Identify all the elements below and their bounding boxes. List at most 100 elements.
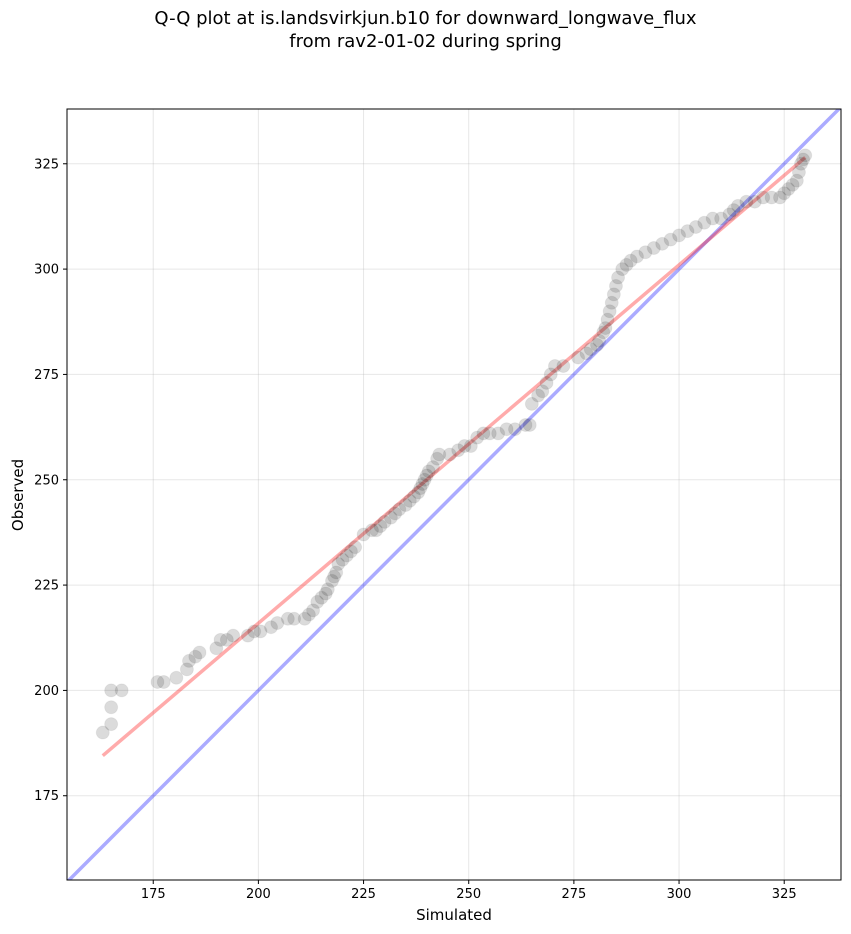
y-tick-label: 325 <box>34 157 59 172</box>
data-point <box>590 337 605 352</box>
data-point <box>476 426 491 441</box>
x-tick-label: 300 <box>667 887 692 902</box>
reference-lines <box>67 109 841 880</box>
data-point <box>482 426 497 441</box>
data-point <box>356 527 371 542</box>
data-point <box>714 211 729 226</box>
data-point <box>739 194 754 209</box>
data-point <box>522 417 537 432</box>
data-point <box>280 611 295 626</box>
data-point <box>388 506 403 521</box>
data-point <box>369 523 384 538</box>
one-to-one-line <box>67 109 841 880</box>
data-point <box>615 262 630 277</box>
data-point <box>518 417 533 432</box>
data-point <box>680 224 695 239</box>
data-point <box>547 359 562 373</box>
data-point <box>663 232 678 247</box>
data-point <box>579 346 594 361</box>
data-point <box>606 287 621 302</box>
data-point <box>253 624 268 639</box>
data-point <box>181 653 196 668</box>
data-point <box>789 173 804 188</box>
y-tick-label: 275 <box>34 368 59 383</box>
data-point <box>335 552 350 567</box>
x-tick-label: 325 <box>772 887 797 902</box>
data-point <box>442 447 457 462</box>
data-point <box>672 228 687 243</box>
data-point <box>301 607 316 622</box>
chart-title-line2: from rav2-01-02 during spring <box>289 31 562 52</box>
data-point <box>247 624 262 639</box>
data-point <box>491 426 506 441</box>
data-point <box>421 464 436 479</box>
y-tick-label: 225 <box>34 579 59 594</box>
grid <box>67 109 841 880</box>
data-point <box>226 628 241 643</box>
data-point <box>413 481 428 496</box>
data-point <box>343 544 358 559</box>
data-point <box>383 510 398 525</box>
data-point <box>539 375 554 390</box>
data-point <box>457 439 472 454</box>
data-point <box>419 468 434 483</box>
data-point <box>306 603 321 618</box>
data-point <box>600 312 615 327</box>
data-point <box>571 350 586 365</box>
data-point <box>373 519 388 534</box>
data-points <box>95 148 813 740</box>
plot-frame <box>66 108 842 881</box>
fit-line <box>101 156 807 758</box>
data-point <box>747 194 762 209</box>
data-point <box>179 662 194 677</box>
y-tick-label: 250 <box>34 473 59 488</box>
data-point <box>411 485 426 500</box>
data-point <box>535 384 550 399</box>
data-point <box>583 342 598 357</box>
data-point <box>638 245 653 260</box>
data-point <box>104 683 119 698</box>
data-point <box>348 540 363 555</box>
data-point <box>104 717 119 732</box>
data-point <box>150 674 165 689</box>
y-tick-label: 300 <box>34 263 59 278</box>
data-point <box>114 683 129 698</box>
data-point <box>339 548 354 563</box>
data-point <box>730 198 745 213</box>
data-point <box>507 422 522 437</box>
data-point <box>320 582 335 597</box>
chart-title-line1: Q-Q plot at is.landsvirkjun.b10 for down… <box>154 8 697 29</box>
data-point <box>499 422 514 437</box>
data-point <box>264 620 279 635</box>
data-point <box>432 447 447 462</box>
data-point <box>777 186 792 201</box>
data-point <box>785 177 800 192</box>
data-point <box>722 207 737 222</box>
data-point <box>756 190 771 205</box>
data-point <box>619 257 634 272</box>
x-axis-label: Simulated <box>416 906 492 924</box>
data-point <box>556 359 571 373</box>
y-tick-label: 175 <box>34 789 59 804</box>
data-point <box>623 253 638 268</box>
data-point <box>240 628 255 643</box>
data-point <box>213 632 228 647</box>
data-point <box>524 396 539 411</box>
data-point <box>415 476 430 491</box>
data-point <box>602 304 617 319</box>
data-point <box>377 514 392 529</box>
data-point <box>329 565 344 580</box>
data-point <box>407 489 422 504</box>
data-point <box>781 182 796 197</box>
data-point <box>598 321 613 336</box>
x-tick-label: 225 <box>351 887 376 902</box>
data-point <box>470 430 485 445</box>
data-point <box>451 443 466 458</box>
data-point <box>697 215 712 230</box>
data-point <box>325 573 340 588</box>
data-point <box>705 211 720 226</box>
data-point <box>531 388 546 403</box>
data-point <box>798 148 813 163</box>
data-point <box>209 641 224 656</box>
